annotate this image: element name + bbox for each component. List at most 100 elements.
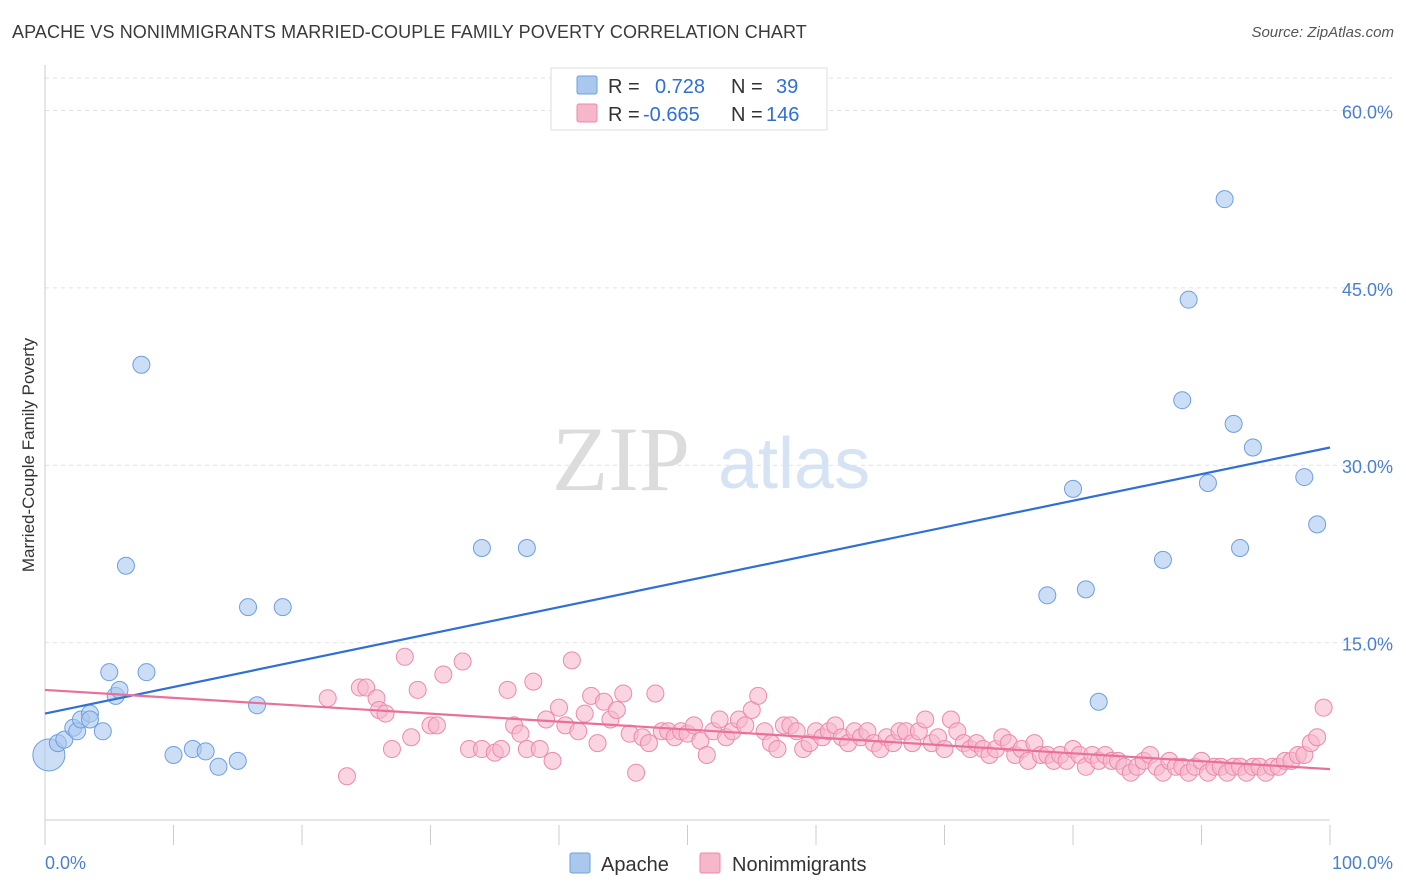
y-tick-labels: 15.0% 30.0% 45.0% 60.0% — [1342, 102, 1393, 654]
apache-point — [248, 696, 267, 715]
nonimmigrants-point — [511, 724, 530, 743]
nonimmigrants-point — [575, 704, 594, 723]
apache-point — [273, 598, 292, 617]
nonimmigrants-point — [543, 751, 562, 770]
apache-trendline — [44, 446, 1331, 715]
nonimmigrants-point — [395, 647, 414, 666]
nonimmigrants-point — [530, 740, 549, 759]
apache-point — [196, 742, 215, 761]
watermark-zip: ZIP — [552, 408, 690, 510]
legend-r-label: R = — [608, 104, 640, 126]
nonimmigrants-point — [614, 684, 633, 703]
legend-label-nonimmigrants: Nonimmigrants — [732, 854, 866, 876]
nonimmigrants-point — [562, 651, 581, 670]
nonimmigrants-point — [550, 698, 568, 717]
nonimmigrants-point — [594, 692, 613, 711]
apache-point — [1308, 515, 1327, 534]
apache-point — [239, 598, 258, 617]
trendlines — [44, 446, 1331, 771]
apache-point — [1231, 539, 1250, 558]
y-axis-title: Married-Couple Family Poverty — [19, 337, 38, 572]
apache-point — [1243, 438, 1262, 457]
nonimmigrants-point — [935, 740, 954, 759]
apache-point — [1038, 586, 1057, 605]
apache-point — [517, 539, 536, 558]
legend-n-label: N = — [731, 104, 763, 126]
y-tick-label: 60.0% — [1342, 102, 1393, 122]
watermark-atlas: atlas — [718, 424, 870, 504]
apache-point — [1089, 692, 1108, 711]
legend-n-label: N = — [731, 76, 763, 98]
nonimmigrants-point — [524, 672, 543, 691]
apache-point — [228, 751, 247, 770]
nonimmigrants-point — [749, 686, 768, 705]
legend-swatch-nonimmigrants — [699, 852, 721, 874]
nonimmigrants-point — [492, 740, 511, 759]
apache-point — [137, 663, 156, 682]
nonimmigrants-point — [498, 680, 517, 699]
nonimmigrants-point — [427, 716, 446, 735]
nonimmigrants-point — [337, 767, 356, 786]
nonimmigrants-point — [697, 745, 716, 764]
legend-r-value: 0.728 — [655, 76, 705, 98]
apache-point — [1215, 190, 1234, 209]
apache-point — [472, 539, 491, 558]
x-tick-labels: 0.0% 100.0% — [45, 853, 1393, 873]
apache-point — [1179, 290, 1198, 309]
legend-n-value: 146 — [766, 104, 799, 126]
apache-point — [93, 722, 112, 741]
nonimmigrants-point — [318, 689, 337, 708]
x-tick-label: 0.0% — [45, 853, 86, 873]
apache-point — [1173, 391, 1192, 410]
apache-point — [1076, 580, 1095, 599]
nonimmigrants-point — [588, 734, 607, 753]
apache-point — [1224, 414, 1243, 433]
legend-r-value: -0.665 — [643, 104, 700, 126]
y-tick-label: 15.0% — [1342, 635, 1393, 655]
nonimmigrants-point — [710, 710, 729, 729]
apache-point — [132, 355, 151, 374]
apache-point — [209, 757, 228, 776]
nonimmigrants-point — [646, 684, 665, 703]
source-label: Source: ZipAtlas.com — [1251, 24, 1394, 41]
nonimmigrants-point — [376, 704, 395, 723]
gridlines — [45, 77, 1392, 644]
correlation-legend: R = 0.728 N = 39 R = -0.665 N = 146 — [550, 67, 828, 131]
legend-swatch-apache — [569, 852, 591, 874]
nonimmigrants-point — [639, 734, 658, 753]
nonimmigrants-point — [1314, 698, 1333, 717]
nonimmigrants-point — [768, 740, 787, 759]
apache-point — [1198, 473, 1217, 492]
nonimmigrants-point — [736, 716, 755, 735]
legend-n-value: 39 — [776, 76, 798, 98]
y-tick-label: 45.0% — [1342, 280, 1393, 300]
legend-label-apache: Apache — [601, 854, 669, 876]
apache-point — [1153, 550, 1172, 569]
apache-point — [116, 556, 135, 575]
chart-title: APACHE VS NONIMMIGRANTS MARRIED-COUPLE F… — [12, 22, 807, 42]
nonimmigrants-point — [916, 710, 935, 729]
x-tick-label: 100.0% — [1332, 853, 1393, 873]
nonimmigrants-trendline — [44, 688, 1331, 771]
apache-point — [100, 663, 119, 682]
nonimmigrants-point — [569, 722, 588, 741]
legend-swatch-nonimmigrants — [576, 103, 598, 123]
nonimmigrants-point — [453, 652, 472, 671]
apache-point — [164, 745, 183, 764]
legend-r-label: R = — [608, 76, 640, 98]
nonimmigrants-point — [434, 665, 453, 684]
nonimmigrants-point — [607, 701, 626, 720]
y-tick-label: 30.0% — [1342, 457, 1393, 477]
series-legend: Apache Nonimmigrants — [569, 852, 866, 876]
apache-point — [1064, 479, 1082, 498]
legend-swatch-apache — [576, 75, 598, 95]
nonimmigrants-point — [402, 728, 421, 747]
axes — [44, 65, 1331, 845]
nonimmigrants-point — [627, 763, 646, 782]
nonimmigrants-point — [408, 680, 427, 699]
apache-point — [80, 710, 99, 729]
nonimmigrants-point — [1308, 728, 1327, 747]
apache-point — [1295, 468, 1314, 487]
nonimmigrants-point — [382, 740, 401, 759]
